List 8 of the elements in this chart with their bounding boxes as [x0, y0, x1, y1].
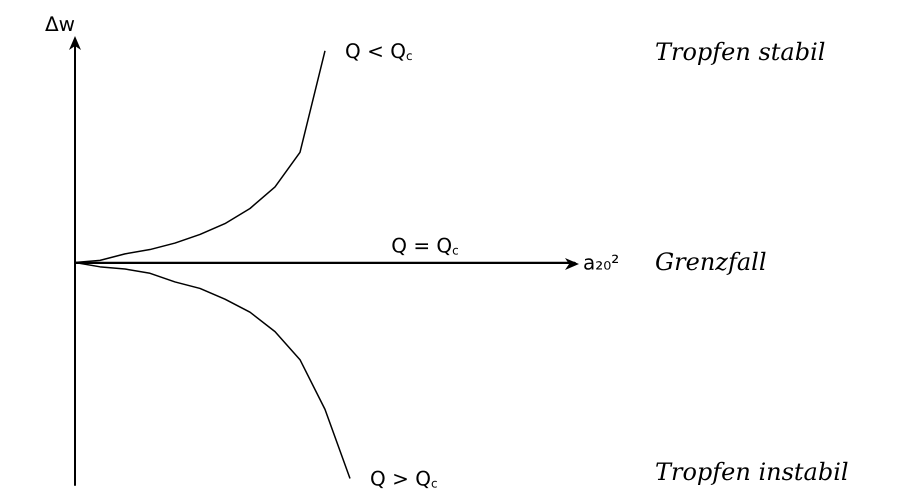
y-axis-title: Δw — [44, 12, 75, 36]
text: Tropfen stabil — [655, 38, 826, 66]
x-axis-title: a₂₀² — [583, 250, 620, 274]
series-label: Q > Qc — [370, 466, 438, 491]
text: Tropfen instabil — [655, 458, 849, 486]
text: Grenzfall — [655, 248, 766, 276]
series-label: Q = Qc — [391, 234, 459, 258]
series-label: Q < Qc — [345, 38, 413, 63]
